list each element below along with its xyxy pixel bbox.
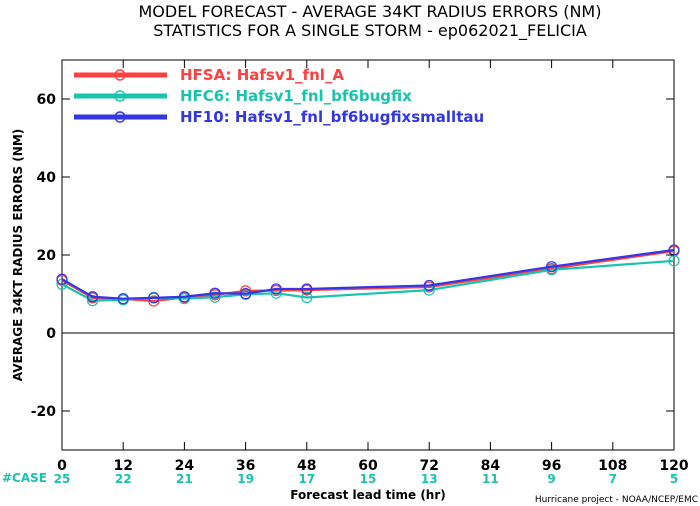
chart-subtitle: STATISTICS FOR A SINGLE STORM - ep062021… — [153, 21, 587, 41]
case-count: 19 — [237, 472, 254, 486]
legend-marker — [114, 90, 126, 102]
case-count: 9 — [547, 472, 555, 486]
data-point — [240, 285, 252, 297]
legend-marker — [114, 69, 126, 81]
legend-marker — [114, 111, 126, 123]
y-axis-label: AVERAGE 34KT RADIUS ERRORS (NM) — [11, 129, 25, 381]
case-count: 11 — [482, 472, 499, 486]
x-tick-layer: 0 12 24 36 48 60 72 84 96 108 120 — [57, 60, 689, 474]
data-point — [178, 291, 190, 303]
x-tick-label: 24 — [175, 458, 195, 474]
y-tick-label: 20 — [37, 248, 57, 264]
data-point — [301, 283, 313, 295]
series-line — [61, 248, 675, 300]
data-point — [240, 288, 252, 300]
legend-label: HFSA: Hafsv1_fnl_A — [180, 66, 344, 84]
data-point — [117, 293, 129, 305]
case-count: 15 — [360, 472, 377, 486]
data-point — [209, 287, 221, 299]
x-tick-label: 12 — [113, 458, 132, 474]
data-point — [56, 273, 68, 285]
data-point — [209, 291, 221, 303]
case-count-layer: 25 22 21 19 17 15 13 11 9 7 5 — [54, 472, 679, 486]
case-count: 5 — [670, 472, 678, 486]
x-axis-label: Forecast lead time (hr) — [290, 488, 446, 502]
series-line — [61, 259, 675, 302]
data-point — [423, 279, 435, 292]
data-point — [148, 295, 160, 307]
legend-label: HF10: Hafsv1_fnl_bf6bugfixsmalltau — [180, 108, 484, 126]
x-tick-label: 84 — [481, 458, 501, 474]
case-count: 17 — [298, 472, 315, 486]
data-point — [545, 261, 558, 273]
data-point — [148, 292, 160, 304]
x-tick-label: 60 — [358, 458, 378, 474]
x-tick-label: 120 — [659, 458, 688, 474]
x-tick-label: 72 — [419, 458, 438, 474]
data-point — [270, 283, 282, 295]
x-tick-label: 96 — [542, 458, 561, 474]
data-point — [545, 264, 558, 276]
y-tick-layer: -20 0 20 40 60 — [31, 92, 674, 420]
series-2 — [56, 244, 680, 305]
y-tick-label: 60 — [37, 92, 57, 108]
legend: HFSA: Hafsv1_fnl_A HFC6: Hafsv1_fnl_bf6bu… — [74, 66, 484, 126]
x-tick-label: 48 — [297, 458, 316, 474]
case-count: 13 — [421, 472, 438, 486]
y-tick-label: 40 — [37, 170, 57, 186]
credit-text: Hurricane project - NOAA/NCEP/EMC — [535, 495, 698, 505]
chart-title: MODEL FORECAST - AVERAGE 34KT RADIUS ERR… — [139, 2, 602, 21]
x-tick-label: 36 — [236, 458, 255, 474]
case-label: #CASE — [2, 471, 47, 485]
data-point — [668, 255, 680, 267]
data-point — [86, 291, 99, 303]
x-tick-label: 0 — [57, 458, 67, 474]
case-count: 25 — [54, 472, 71, 486]
legend-label: HFC6: Hafsv1_fnl_bf6bugfix — [180, 87, 412, 105]
data-point — [301, 291, 313, 304]
series-layer — [56, 244, 680, 307]
x-tick-label: 108 — [598, 458, 627, 474]
case-count: 7 — [609, 472, 617, 486]
y-tick-label: -20 — [31, 404, 57, 420]
case-count: 21 — [176, 472, 193, 486]
y-tick-label: 0 — [46, 326, 56, 342]
case-count: 22 — [115, 472, 132, 486]
